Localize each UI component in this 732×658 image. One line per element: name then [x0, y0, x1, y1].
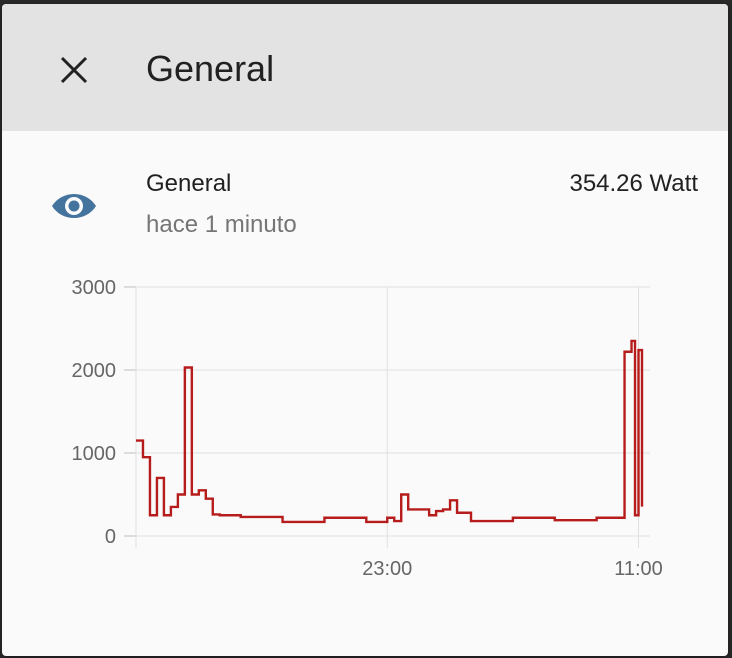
series-line [136, 339, 644, 524]
y-tick-label: 1000 [72, 443, 117, 465]
entity-row: General hace 1 minuto 354.26 Watt [2, 154, 728, 254]
x-tick-label: 11:00 [614, 558, 663, 580]
more-info-dialog: General General hace 1 minuto 354.26 Wat… [2, 4, 728, 656]
close-button[interactable] [48, 44, 100, 96]
entity-name: General [146, 170, 232, 197]
entity-last-changed: hace 1 minuto [146, 211, 297, 238]
dialog-title: General [146, 48, 275, 89]
x-tick-label: 23:00 [362, 558, 412, 580]
entity-state: 354.26 Watt [569, 170, 698, 197]
dialog-header: General [2, 4, 728, 131]
y-tick-label: 3000 [72, 277, 117, 299]
close-icon [60, 56, 88, 84]
y-tick-label: 0 [105, 526, 116, 548]
y-tick-label: 2000 [72, 360, 117, 382]
eye-icon [52, 194, 96, 218]
history-chart[interactable]: 0 1000 2000 3000 23:00 11:00 [2, 4, 728, 656]
